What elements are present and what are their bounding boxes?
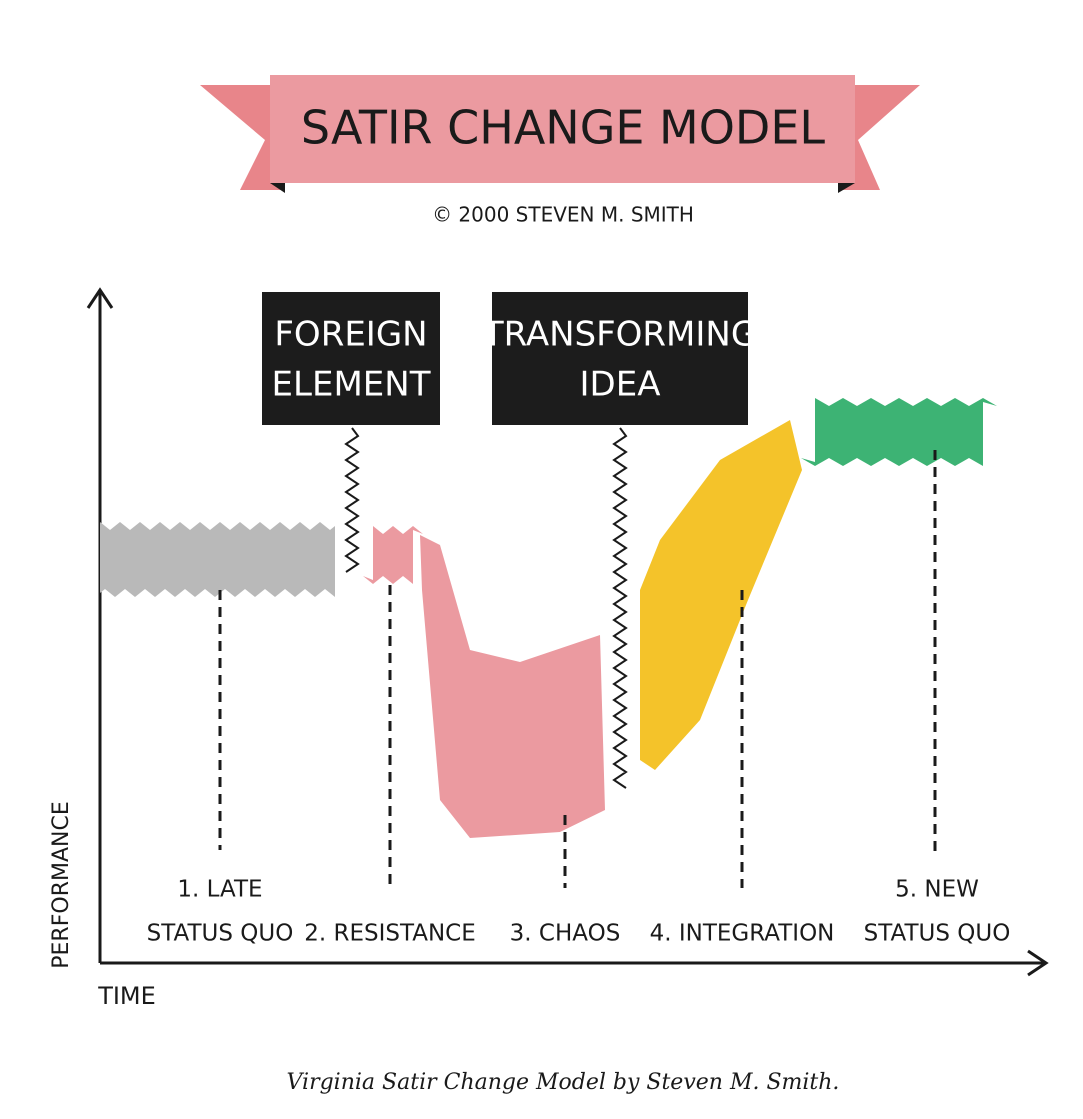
ribbon	[270, 75, 855, 183]
ribbon-fold	[270, 183, 285, 193]
integration-shape	[640, 420, 802, 770]
stage-label: STATUS QUO	[147, 921, 294, 947]
event-box	[262, 292, 440, 425]
stage-label: 3. CHAOS	[510, 921, 621, 947]
chaos-shape	[420, 535, 605, 838]
event-connector	[612, 427, 628, 789]
event-label: FOREIGN	[274, 315, 427, 355]
performance-band	[363, 526, 423, 584]
stage-label: 1. LATE	[177, 877, 262, 903]
caption: Virginia Satir Change Model by Steven M.…	[287, 1070, 840, 1095]
ribbon-tail	[838, 85, 920, 190]
y-axis-label: PERFORMANCE	[49, 801, 74, 968]
event-box	[492, 292, 748, 425]
stage-label: 2. RESISTANCE	[304, 921, 476, 947]
event-label: TRANSFORMING	[482, 315, 757, 355]
ribbon-tail	[200, 85, 285, 190]
event-label: IDEA	[580, 365, 661, 405]
arrowhead	[86, 287, 114, 309]
title: SATIR CHANGE MODEL	[301, 101, 825, 155]
arrowhead	[1027, 949, 1049, 977]
ribbon-fold	[838, 183, 855, 193]
event-connector	[344, 427, 360, 573]
stage-label: 4. INTEGRATION	[650, 921, 835, 947]
stage-label: STATUS QUO	[864, 921, 1011, 947]
performance-band	[801, 398, 997, 466]
subtitle: © 2000 STEVEN M. SMITH	[432, 203, 694, 227]
event-label: ELEMENT	[272, 365, 431, 405]
stage-label: 5. NEW	[895, 877, 979, 903]
x-axis-label: TIME	[97, 982, 156, 1010]
performance-band	[100, 522, 335, 597]
